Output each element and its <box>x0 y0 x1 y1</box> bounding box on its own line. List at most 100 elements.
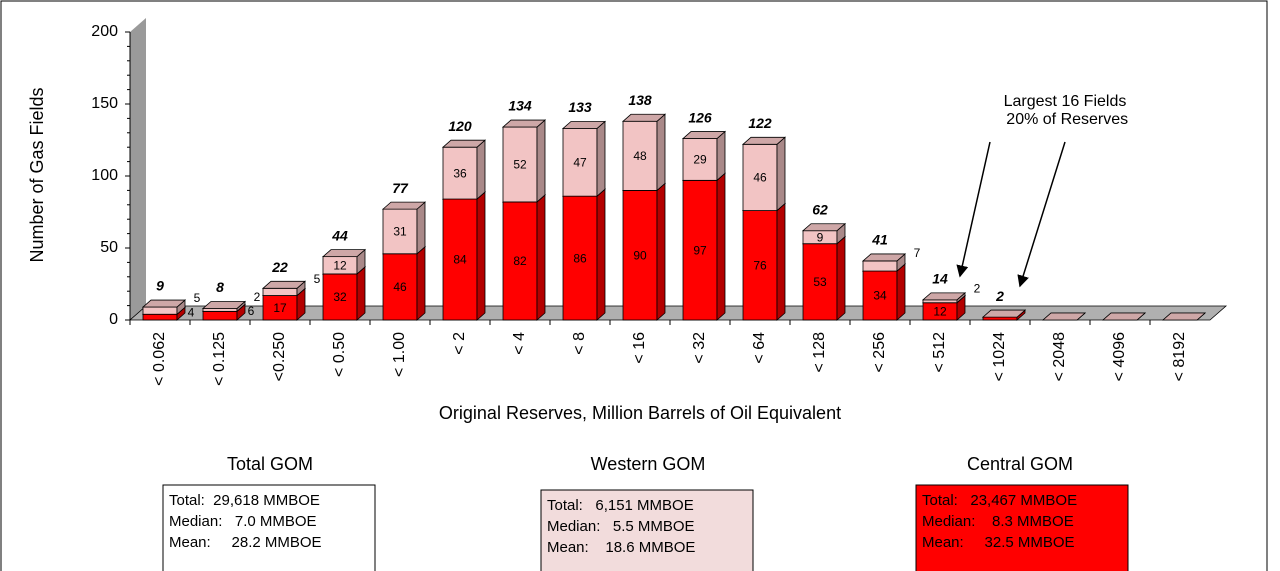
bar-top <box>381 201 427 210</box>
x-tick-label: < 0.50 <box>331 332 348 377</box>
bar-side <box>596 120 606 198</box>
annotation-arrow <box>1017 141 1066 288</box>
bar-side <box>776 202 786 321</box>
segment-label: 12 <box>933 305 947 319</box>
bar-front <box>262 295 298 321</box>
bar-top <box>981 309 1027 318</box>
bar-top <box>741 136 787 145</box>
x-tick-label: < 2048 <box>1051 332 1068 381</box>
segment-label: 2 <box>974 281 981 295</box>
bar-front <box>922 299 958 304</box>
y-tick-label: 200 <box>91 23 118 40</box>
bar-side <box>776 136 786 212</box>
bar-top <box>561 121 607 129</box>
segment-label: 53 <box>813 275 827 289</box>
panel-line: Mean: 18.6 MMBOE <box>547 539 695 556</box>
bar-front <box>202 310 238 321</box>
bar-side <box>836 235 846 321</box>
bar-side <box>716 130 726 182</box>
bar-top <box>1161 312 1207 321</box>
segment-label: 7 <box>914 246 921 260</box>
segment-label: 90 <box>633 248 647 262</box>
bar-top <box>321 249 367 258</box>
bar-segment <box>1101 312 1147 321</box>
total-label: 120 <box>448 118 472 134</box>
bar-front <box>742 210 778 321</box>
x-tick-label: < 1024 <box>991 332 1008 381</box>
bar-front <box>202 308 238 312</box>
bar-front <box>802 243 838 321</box>
bar-top <box>1041 312 1087 321</box>
total-label: 22 <box>271 259 288 275</box>
x-tick-label: < 128 <box>811 332 828 373</box>
bar-segment <box>561 120 607 198</box>
x-tick-label: < 0.062 <box>151 332 168 386</box>
bar-side <box>536 194 546 321</box>
total-label: 9 <box>156 278 164 294</box>
bar-segment <box>381 201 427 255</box>
y-tick-label: 150 <box>91 95 118 112</box>
total-label: 14 <box>932 271 948 287</box>
total-label: 2 <box>995 288 1004 304</box>
bar-front <box>382 253 418 321</box>
total-label: 138 <box>628 92 652 108</box>
bar-segment <box>1041 312 1087 321</box>
panel-title: Central GOM <box>967 454 1073 474</box>
bar-side <box>476 139 486 200</box>
segment-label: 86 <box>573 251 587 265</box>
bar-side <box>656 182 666 321</box>
x-tick-label: < 512 <box>931 332 948 373</box>
bar-top <box>621 113 667 122</box>
segment-label: 76 <box>753 258 767 272</box>
bar-side <box>476 191 486 321</box>
panel-line: Median: 8.3 MMBOE <box>922 513 1074 530</box>
panel-line: Median: 7.0 MMBOE <box>169 513 317 530</box>
back-wall <box>130 18 146 320</box>
bar-top <box>801 223 847 232</box>
y-tick-label: 100 <box>91 167 118 184</box>
x-tick-label: < 8192 <box>1171 332 1188 381</box>
total-label: 134 <box>508 98 532 114</box>
bar-top <box>441 139 487 148</box>
bar-front <box>262 287 298 296</box>
segment-label: 9 <box>817 230 824 244</box>
bar-top <box>201 301 247 309</box>
bar-side <box>356 266 366 321</box>
panel-line: Total: 29,618 MMBOE <box>169 492 320 509</box>
total-label: 77 <box>392 180 409 196</box>
bar-top <box>261 280 307 289</box>
bar-front <box>862 260 898 272</box>
total-label: 8 <box>216 279 224 295</box>
total-label: 122 <box>748 115 772 131</box>
bar-front <box>442 198 478 321</box>
panel-line: Mean: 28.2 MMBOE <box>169 534 322 551</box>
bar-segment <box>861 253 907 272</box>
segment-label: 82 <box>513 254 527 268</box>
bar-top <box>921 292 967 301</box>
bar-front <box>442 146 478 200</box>
segment-label: 32 <box>333 290 347 304</box>
x-tick-label: < 0.125 <box>211 332 228 386</box>
x-tick-label: < 256 <box>871 332 888 373</box>
bar-front <box>982 316 1018 321</box>
y-axis-label: Number of Gas Fields <box>27 87 47 262</box>
panel-line: Mean: 32.5 MMBOE <box>922 534 1075 551</box>
annotation-arrow <box>956 141 991 278</box>
bar-top <box>681 131 727 139</box>
bar-front <box>562 195 598 321</box>
x-tick-label: < 2 <box>451 332 468 355</box>
bar-segment <box>441 139 487 200</box>
bar-front <box>382 208 418 255</box>
segment-label: 84 <box>453 253 467 267</box>
x-tick-label: < 4096 <box>1111 332 1128 381</box>
bar-segment <box>141 299 187 316</box>
panel-line: Total: 23,467 MMBOE <box>922 492 1077 509</box>
bar-front <box>502 201 538 321</box>
segment-label: 48 <box>633 149 647 163</box>
bar-side <box>416 245 426 321</box>
segment-label: 46 <box>753 171 767 185</box>
x-axis-label: Original Reserves, Million Barrels of Oi… <box>439 403 841 423</box>
panel-box <box>162 484 376 571</box>
bar-front <box>622 189 658 321</box>
